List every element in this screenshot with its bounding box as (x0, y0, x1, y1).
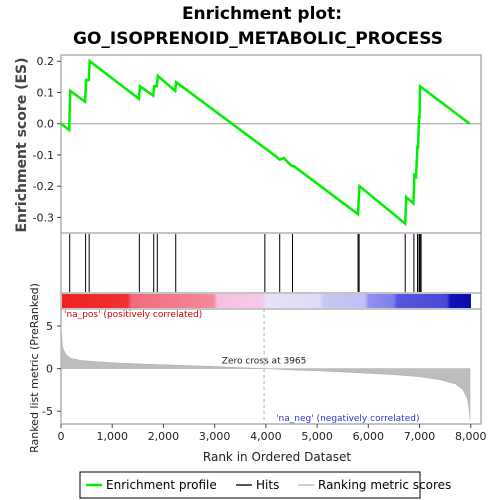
metric-xtick-label: 7,000 (404, 430, 436, 443)
es-ytick-label: 0.1 (37, 86, 55, 99)
legend-label: Enrichment profile (106, 478, 217, 492)
es-panel-frame (60, 54, 482, 234)
metric-ytick-label: -5 (42, 405, 53, 418)
es-ytick-label: 0.2 (37, 55, 55, 68)
metric-xtick-label: 2,000 (148, 430, 180, 443)
negative-correlated-label: 'na_neg' (negatively correlated) (276, 414, 419, 424)
chart-title-line1: Enrichment plot: (182, 4, 342, 24)
es-ytick-label: 0.0 (37, 118, 55, 131)
legend-label: Hits (256, 478, 279, 492)
metric-xtick-label: 8,000 (455, 430, 487, 443)
metric-xtick-label: 4,000 (250, 430, 282, 443)
metric-xlabel: Rank in Ordered Dataset (203, 450, 351, 464)
es-ytick-label: -0.3 (33, 211, 54, 224)
metric-ytick-label: 0 (46, 363, 53, 376)
metric-xtick-label: 6,000 (353, 430, 385, 443)
metric-ylabel: Ranked list metric (PreRanked) (28, 283, 41, 453)
enrichment-profile-line (60, 58, 471, 227)
metric-xtick-label: 5,000 (301, 430, 333, 443)
ranking-metric-area (60, 325, 471, 420)
positive-correlated-label: 'na_pos' (positively correlated) (64, 310, 202, 320)
chart-title-line2: GO_ISOPRENOID_METABOLIC_PROCESS (73, 29, 443, 49)
metric-xtick-label: 1,000 (96, 430, 128, 443)
es-ytick-label: -0.2 (33, 180, 54, 193)
metric-panel: Zero cross at 3965 'na_pos' (positively … (28, 283, 487, 464)
legend-label: Ranking metric scores (318, 478, 451, 492)
metric-xtick-label: 3,000 (199, 430, 231, 443)
hits-panel (60, 232, 482, 294)
hits-panel-frame (60, 232, 482, 294)
rank-color-bar (60, 292, 482, 310)
metric-xtick-label: 0 (58, 430, 65, 443)
es-panel: -0.3 -0.2 -0.1 0.0 0.1 0.2 Enrichment score (… (14, 54, 482, 234)
legend: Enrichment profile Hits Ranking metric sco… (79, 471, 451, 499)
es-ytick-label: -0.1 (33, 149, 54, 162)
es-ylabel: Enrichment score (ES) (14, 57, 30, 232)
metric-ytick-label: 5 (46, 320, 53, 333)
zero-cross-label: Zero cross at 3965 (222, 357, 307, 367)
